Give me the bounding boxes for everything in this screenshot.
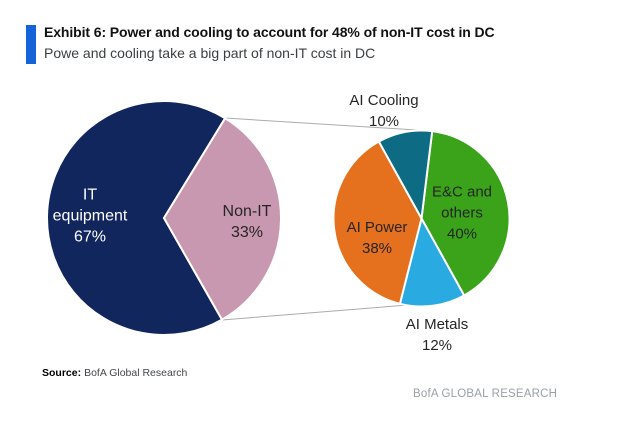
pie-label-ec-and-others: E&C and others 40% — [431, 183, 493, 243]
exhibit-subtitle: Powe and cooling take a big part of non-… — [44, 45, 376, 61]
exhibit-title: Exhibit 6: Power and cooling to account … — [44, 24, 495, 40]
pie-label-it-equipment: IT equipment 67% — [52, 186, 128, 246]
pie-slice-e-c-and-others — [420, 130, 511, 297]
pie-slice-ai-cooling — [377, 129, 434, 222]
pie-slice-non-it — [162, 116, 282, 321]
source-label: Source: — [42, 367, 82, 379]
connector-line-top — [224, 117, 433, 132]
pie-label-ai-power: AI Power 38% — [346, 219, 408, 257]
pie-label-ai-cooling: AI Cooling 10% — [349, 92, 419, 130]
source-line: Source: BofA Global Research — [42, 367, 187, 379]
exhibit-accent-bar — [26, 25, 36, 64]
source-text: BofA Global Research — [84, 367, 188, 379]
pie-label-ai-metals: AI Metals 12% — [405, 316, 469, 354]
pie-slice-ai-power — [332, 140, 423, 306]
connector-line-bottom — [221, 304, 409, 321]
pie-label-non-it: Non-IT 33% — [222, 203, 272, 241]
brand-watermark: BofA GLOBAL RESEARCH — [413, 388, 558, 400]
pie-slice-it-equipment — [46, 100, 227, 336]
